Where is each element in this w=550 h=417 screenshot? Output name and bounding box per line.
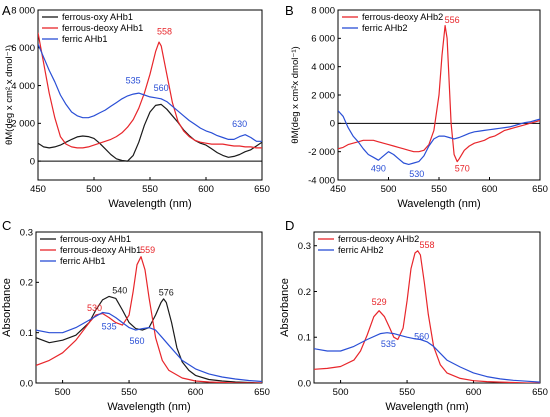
- panel-a-y-tick-label: 6 000: [11, 43, 35, 54]
- panel-a-x-tick-label: 550: [142, 184, 158, 195]
- panel-d-peak-label: 558: [419, 240, 434, 250]
- panel-a-y-axis-label: θM(deg x cm² x dmol⁻¹): [4, 45, 15, 145]
- panel-c-legend-label: ferrous-deoxy AHb1: [60, 245, 141, 255]
- panel-d-x-tick-label: 650: [532, 387, 548, 398]
- panel-c-y-tick-label: 0.2: [20, 278, 33, 289]
- panel-c-plot-frame: [35, 231, 263, 384]
- panel-b-x-tick-label: 500: [381, 184, 397, 195]
- panel-d-legend-label: ferric AHb2: [338, 245, 383, 255]
- panel-b-y-tick-label: 8 000: [311, 5, 335, 16]
- panel-a-x-tick-label: 600: [198, 184, 214, 195]
- panel-b-x-tick-label: 650: [532, 184, 548, 195]
- panel-b-y-tick-label: 0: [330, 119, 335, 130]
- panel-c-peak-label: 530: [87, 303, 102, 313]
- panel-d-x-axis-label: Wavelength (nm): [385, 401, 468, 413]
- panel-a-y-tick-label: 8 000: [11, 5, 35, 16]
- panel-b-peak-label: 570: [455, 164, 470, 174]
- panel-d-series-line-1: [314, 250, 540, 383]
- panel-a-peak-label: 630: [232, 119, 247, 129]
- panel-c-legend-label: ferric AHb1: [60, 256, 105, 266]
- panel-d-peak-label: 535: [381, 339, 396, 349]
- panel-d-chart: 500 550 600 650 0.0 0.1 0.2 0.3 Wavelength (nm) A…: [279, 231, 548, 413]
- panel-b-x-tick-label: 550: [431, 184, 447, 195]
- panel-b-x-axis-label: Wavelength (nm): [397, 198, 480, 210]
- panel-c-y-tick-label: 0.0: [20, 378, 33, 389]
- panel-c-y-tick-label: 0.3: [20, 227, 33, 238]
- panel-c-x-tick-label: 600: [188, 387, 204, 398]
- panel-c-x-tick-label: 500: [55, 387, 71, 398]
- panel-c-series-line-3: [36, 311, 262, 383]
- panel-b-y-tick-label: -2 000: [308, 147, 335, 158]
- panel-b-series-line-2: [338, 110, 540, 165]
- panel-c-x-tick-label: 650: [254, 387, 270, 398]
- panel-c-chart: 500 550 600 650 0.0 0.1 0.2 0.3 Wavelength (nm) A…: [1, 227, 270, 413]
- panel-a-series-line-3: [38, 43, 262, 142]
- panel-b-legend-label: ferric AHb2: [362, 23, 407, 33]
- panel-b-x-tick-label: 450: [330, 184, 346, 195]
- panel-b-peak-label: 556: [445, 15, 460, 25]
- panel-c-x-axis-label: Wavelength (nm): [107, 401, 190, 413]
- panel-d-x-tick-label: 550: [399, 387, 415, 398]
- panel-letter-a: A: [2, 3, 11, 18]
- panel-d-y-axis-label: Absorbance: [279, 278, 291, 337]
- panel-c-legend-label: ferrous-oxy AHb1: [60, 234, 131, 244]
- panel-a-x-axis-label: Wavelength (nm): [108, 198, 191, 210]
- panel-c-series-line-1: [36, 295, 262, 383]
- panel-d-plot-frame: [313, 231, 541, 384]
- panel-b-x-tick-label: 600: [482, 184, 498, 195]
- panel-a-y-tick-label: 4 000: [11, 81, 35, 92]
- panel-d-peak-label: 529: [372, 297, 387, 307]
- panel-c-peak-label: 576: [159, 287, 174, 297]
- panel-letter-b: B: [285, 3, 294, 18]
- panel-d-y-tick-label: 0.3: [298, 241, 311, 252]
- panel-d-peak-label: 560: [414, 332, 429, 342]
- panel-a-x-tick-label: 450: [30, 184, 46, 195]
- panel-d-x-tick-label: 600: [466, 387, 482, 398]
- panel-c-series-line-2: [36, 256, 262, 383]
- panel-d-legend-label: ferrous-deoxy AHb2: [338, 234, 419, 244]
- panel-b-y-tick-label: 4 000: [311, 62, 335, 73]
- panel-c-y-axis-label: Absorbance: [1, 278, 13, 337]
- panel-a-x-tick-label: 500: [86, 184, 102, 195]
- panel-a-y-tick-label: 2 000: [11, 119, 35, 130]
- panel-d-y-tick-label: 0.2: [298, 287, 311, 298]
- panel-a-legend-label: ferric AHb1: [62, 34, 107, 44]
- panel-c-x-tick-label: 550: [121, 387, 137, 398]
- panel-b-legend-label: ferrous-deoxy AHb2: [362, 12, 443, 22]
- panel-d-y-tick-label: 0.0: [298, 378, 311, 389]
- panel-d-y-tick-label: 0.1: [298, 333, 311, 344]
- panel-a-peak-label: 560: [154, 83, 169, 93]
- panel-b-peak-label: 530: [409, 169, 424, 179]
- panel-a-y-tick-label: 0: [30, 156, 35, 167]
- panel-a-legend-label: ferrous-oxy AHb1: [62, 12, 133, 22]
- panel-a-peak-label: 558: [157, 27, 172, 37]
- panel-b-chart: 450 500 550 600 650 -4 000 -2 000 0 2 000 4 000 6 …: [290, 5, 548, 210]
- panel-c-peak-label: 535: [102, 322, 117, 332]
- panel-a-series-line-2: [38, 32, 262, 149]
- panel-c-y-tick-label: 0.1: [20, 328, 33, 339]
- panel-letter-c: C: [2, 218, 11, 233]
- panel-b-peak-label: 490: [371, 164, 386, 174]
- panel-a-x-tick-label: 650: [254, 184, 270, 195]
- panel-d-series-line-2: [314, 332, 540, 383]
- panel-c-peak-label: 559: [140, 245, 155, 255]
- panel-b-y-tick-label: 6 000: [311, 34, 335, 45]
- panel-c-peak-label: 540: [112, 285, 127, 295]
- panel-b-y-axis-label: θM(deg x cm²x dmol⁻¹): [290, 46, 301, 143]
- panel-b-y-tick-label: -4 000: [308, 175, 335, 186]
- panel-d-x-tick-label: 500: [333, 387, 349, 398]
- panel-c-peak-label: 560: [130, 336, 145, 346]
- panel-letter-d: D: [285, 218, 294, 233]
- panel-a-peak-label: 535: [126, 76, 141, 86]
- panel-b-y-tick-label: 2 000: [311, 90, 335, 101]
- panel-a-series-line-1: [38, 103, 262, 162]
- panel-b-series-line-1: [338, 25, 540, 163]
- panel-a-chart: 450 500 550 600 650 0 2 000 4 000 6 000 8 000 Wave…: [4, 5, 270, 210]
- panel-a-legend-label: ferrous-deoxy AHb1: [62, 23, 143, 33]
